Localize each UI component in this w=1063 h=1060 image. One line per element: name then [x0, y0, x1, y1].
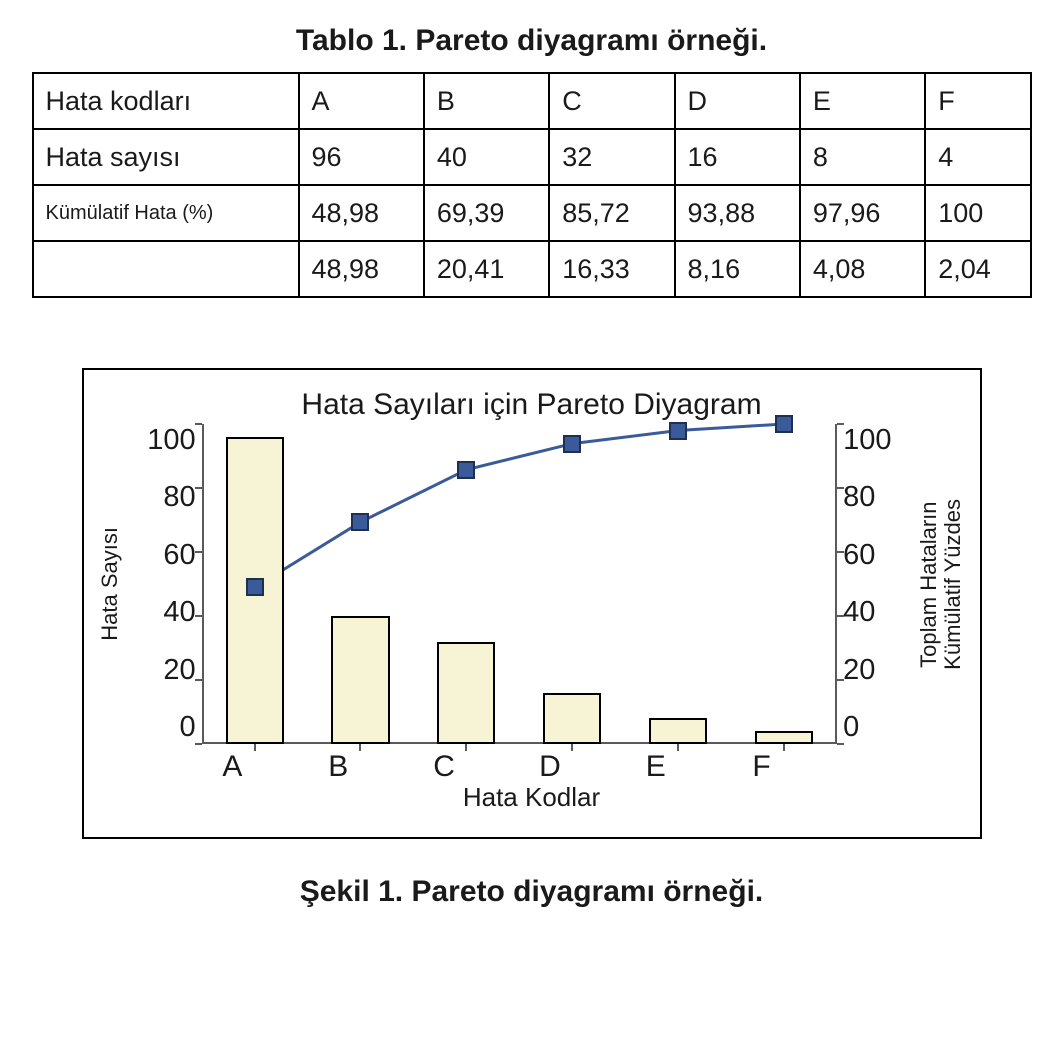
plot-area: [202, 424, 837, 744]
cell: 2,04: [925, 241, 1030, 297]
row-label: Kümülatif Hata (%): [33, 185, 299, 241]
x-category-label: A: [222, 750, 242, 784]
cell: 16: [675, 129, 800, 185]
y-tick-label: 60: [843, 539, 907, 572]
x-category-label: F: [752, 750, 770, 784]
x-category-label: C: [433, 750, 455, 784]
cumulative-polyline: [255, 424, 784, 587]
line-marker: [246, 578, 264, 596]
tick-mark: [195, 615, 202, 617]
line-marker: [457, 461, 475, 479]
col-header: D: [675, 73, 800, 129]
cell: 96: [299, 129, 424, 185]
x-category-label: D: [539, 750, 561, 784]
y-right-ticks: 100 80 60 40 20 0: [837, 424, 913, 744]
tick-mark: [837, 423, 844, 425]
y-right-label: Toplam Hataların Kümülatif Yüzdes: [913, 499, 969, 670]
cell: 40: [424, 129, 549, 185]
columns-header-label: Hata kodları: [33, 73, 299, 129]
x-category-label: B: [328, 750, 348, 784]
cell: 85,72: [549, 185, 674, 241]
col-header: A: [299, 73, 424, 129]
y-tick-label: 100: [132, 424, 196, 457]
y-tick-label: 100: [843, 424, 907, 457]
col-header: B: [424, 73, 549, 129]
line-marker: [563, 435, 581, 453]
y-tick-label: 80: [132, 481, 196, 514]
tick-mark: [837, 679, 844, 681]
tick-mark: [195, 423, 202, 425]
bar: [755, 731, 813, 744]
y-tick-label: 20: [843, 654, 907, 687]
row-label: Hata sayısı: [33, 129, 299, 185]
y-left-ticks: 100 80 60 40 20 0: [126, 424, 202, 744]
tick-mark: [195, 551, 202, 553]
bar: [331, 616, 389, 744]
line-marker: [351, 513, 369, 531]
chart-title: Hata Sayıları için Pareto Diyagram: [94, 388, 970, 422]
cell: 48,98: [299, 241, 424, 297]
cumulative-line: [202, 424, 837, 744]
cell: 20,41: [424, 241, 549, 297]
x-category-labels: A B C D E F: [180, 744, 884, 788]
cell: 48,98: [299, 185, 424, 241]
cell: 93,88: [675, 185, 800, 241]
line-marker: [775, 415, 793, 433]
tick-mark: [195, 679, 202, 681]
y-left-label: Hata Sayısı: [94, 527, 126, 641]
figure-caption: Şekil 1. Pareto diyagramı örneği.: [20, 875, 1043, 909]
row-label: [33, 241, 299, 297]
y-tick-label: 60: [132, 539, 196, 572]
tick-mark: [837, 551, 844, 553]
table-row: Kümülatif Hata (%) 48,98 69,39 85,72 93,…: [33, 185, 1031, 241]
cell: 8,16: [675, 241, 800, 297]
y-tick-label: 0: [132, 711, 196, 744]
cell: 16,33: [549, 241, 674, 297]
y-tick-label: 0: [843, 711, 907, 744]
bar: [543, 693, 601, 744]
cell: 100: [925, 185, 1030, 241]
y-tick-label: 40: [132, 596, 196, 629]
pareto-chart: Hata Sayıları için Pareto Diyagram Hata …: [82, 368, 982, 839]
table-title: Tablo 1. Pareto diyagramı örneği.: [20, 24, 1043, 58]
cell: 69,39: [424, 185, 549, 241]
y-tick-label: 20: [132, 654, 196, 687]
col-header: E: [800, 73, 925, 129]
cell: 97,96: [800, 185, 925, 241]
tick-mark: [195, 487, 202, 489]
x-category-label: E: [646, 750, 666, 784]
col-header: C: [549, 73, 674, 129]
table-row: Hata kodları A B C D E F: [33, 73, 1031, 129]
table-row: 48,98 20,41 16,33 8,16 4,08 2,04: [33, 241, 1031, 297]
line-marker: [669, 422, 687, 440]
cell: 32: [549, 129, 674, 185]
col-header: F: [925, 73, 1030, 129]
cell: 8: [800, 129, 925, 185]
data-table: Hata kodları A B C D E F Hata sayısı 96 …: [32, 72, 1032, 298]
y-tick-label: 80: [843, 481, 907, 514]
bar: [437, 642, 495, 744]
cell: 4,08: [800, 241, 925, 297]
y-tick-label: 40: [843, 596, 907, 629]
bar: [649, 718, 707, 744]
cell: 4: [925, 129, 1030, 185]
tick-mark: [837, 615, 844, 617]
tick-mark: [837, 487, 844, 489]
table-row: Hata sayısı 96 40 32 16 8 4: [33, 129, 1031, 185]
